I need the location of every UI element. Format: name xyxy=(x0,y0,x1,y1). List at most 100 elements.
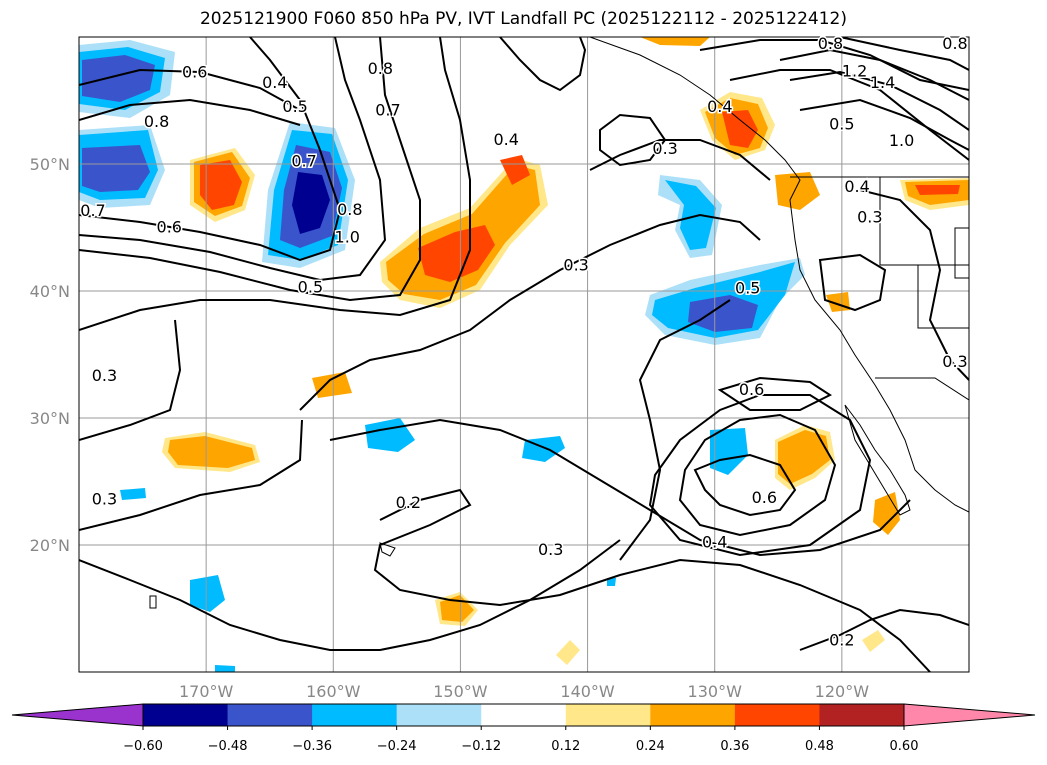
contour-label: 0.2 xyxy=(829,630,854,649)
lon-tick-label: 150°W xyxy=(433,682,488,701)
contour-label: 0.6 xyxy=(157,218,182,237)
colorbar-tick-label: 0.48 xyxy=(805,739,834,754)
colorbar-bin xyxy=(819,704,905,726)
contour-line xyxy=(79,98,301,126)
contour-line xyxy=(799,608,969,651)
pos-anomaly-baja xyxy=(873,492,900,535)
contour-line xyxy=(619,299,731,561)
pv-contours xyxy=(79,37,969,672)
border-state-b xyxy=(917,265,969,329)
axis-labels: 170°W 160°W 150°W 140°W 130°W 120°W 20°N 30°N 40… xyxy=(30,155,870,701)
contour-line xyxy=(79,37,342,262)
contour-label: 0.5 xyxy=(282,97,307,116)
lon-tick-label: 170°W xyxy=(179,682,234,701)
neg-anomaly-subtropic-c xyxy=(710,428,748,475)
contour-label: 0.3 xyxy=(92,366,117,385)
colorbar-tick-label: 0.36 xyxy=(720,739,749,754)
contour-label: 0.8 xyxy=(368,59,393,78)
neg-anomaly-tropic-a xyxy=(190,575,225,612)
contour-line xyxy=(693,453,797,517)
neg-anomaly-gulf-low-center xyxy=(292,172,330,234)
colorbar-bin xyxy=(143,704,229,726)
contour-line xyxy=(717,376,833,411)
neg-anomaly-aleutian-west-inner xyxy=(82,55,155,102)
contour-label: 0.4 xyxy=(262,73,287,92)
colorbar-extend-min xyxy=(11,703,144,727)
pos-anomaly-tropic-g xyxy=(862,630,885,652)
pos-anomaly-gulf-ribbon-inner xyxy=(418,225,495,282)
colorbar-tick-label: 0.12 xyxy=(551,739,580,754)
contour-line xyxy=(818,253,887,312)
chart-title: 2025121900 F060 850 hPa PV, IVT Landfall… xyxy=(199,9,847,29)
pos-anomaly-midlat xyxy=(312,372,352,398)
pos-anomaly-inland-inner xyxy=(915,185,960,195)
contour-label: 0.8 xyxy=(942,34,967,53)
island-small-a xyxy=(149,595,157,609)
contour-label: 0.6 xyxy=(182,63,207,82)
contour-label: 0.6 xyxy=(752,488,777,507)
colorbar-tick-label: −0.60 xyxy=(123,739,163,754)
colorbar-bin xyxy=(312,704,398,726)
border-state-c xyxy=(954,227,969,279)
contour-label: 0.3 xyxy=(942,352,967,371)
pos-anomaly-subtropic-core xyxy=(778,430,830,484)
colorbar-tick-label: −0.12 xyxy=(461,739,501,754)
neg-anomaly-tropic-c xyxy=(215,665,235,672)
colorbar-tick-label: −0.36 xyxy=(292,739,332,754)
contour-label: 1.2 xyxy=(842,61,867,80)
contour-label: 0.4 xyxy=(707,97,732,116)
lon-tick-label: 160°W xyxy=(306,682,361,701)
neg-anomaly-offshore-a-core xyxy=(665,180,716,250)
colorbar-bin xyxy=(396,704,482,726)
contour-line xyxy=(699,39,969,91)
contour-label: 0.8 xyxy=(144,112,169,131)
contour-label: 0.7 xyxy=(291,152,316,171)
contour-label: 0.5 xyxy=(735,279,760,298)
neg-anomaly-subtropic-a xyxy=(365,418,415,452)
colorbar-bin xyxy=(227,704,313,726)
contour-label: 0.4 xyxy=(844,177,869,196)
pos-anomaly-gulf-ribbon-tip xyxy=(500,155,530,185)
pos-anomaly-tropic-f xyxy=(556,640,580,665)
contour-label: 0.7 xyxy=(80,201,105,220)
contour-line xyxy=(859,189,969,381)
contour-line xyxy=(79,419,303,531)
colorbar-bin xyxy=(565,704,651,726)
contour-line xyxy=(499,37,587,92)
contour-label: 1.0 xyxy=(889,131,914,150)
contour-label: 0.7 xyxy=(375,101,400,120)
map-frame xyxy=(78,36,970,673)
contour-line xyxy=(648,394,872,557)
contour-line xyxy=(329,418,911,557)
lon-tick-label: 130°W xyxy=(688,682,743,701)
lat-tick-label: 50°N xyxy=(30,155,70,174)
pos-anomaly-bc-coast-inner xyxy=(722,110,758,148)
colorbar-bin xyxy=(734,704,820,726)
contour-label: 0.3 xyxy=(92,489,117,508)
border-us-mexico xyxy=(875,377,969,401)
colorbar-bin xyxy=(481,704,567,726)
contour-label: 0.8 xyxy=(818,34,843,53)
colorbar-tick-label: −0.48 xyxy=(208,739,248,754)
contour-line xyxy=(79,37,387,282)
contour-line xyxy=(79,37,471,331)
neg-anomaly-subtropic-b xyxy=(522,436,565,462)
island-small-b xyxy=(379,542,396,557)
colorbar: −0.60 −0.48 −0.36 −0.24 −0.12 0.12 0.24 0.36 0.4… xyxy=(11,703,1036,754)
contour-line xyxy=(79,37,421,302)
pos-anomaly-west-inner xyxy=(200,160,242,210)
contour-line xyxy=(789,70,969,131)
contour-label: 0.3 xyxy=(563,256,588,275)
coastline-north-america xyxy=(589,37,969,513)
colorbar-frame xyxy=(142,703,905,727)
neg-anomaly-tropic-b xyxy=(120,488,146,500)
lon-tick-label: 140°W xyxy=(560,682,615,701)
contour-label: 0.6 xyxy=(739,380,764,399)
contour-line xyxy=(678,413,837,537)
pos-anomaly-west-tropic-core xyxy=(168,436,255,468)
contour-line xyxy=(299,213,761,411)
contour-line xyxy=(79,539,621,651)
colorbar-tick-label: 0.60 xyxy=(890,739,919,754)
contour-label: 0.3 xyxy=(857,207,882,226)
